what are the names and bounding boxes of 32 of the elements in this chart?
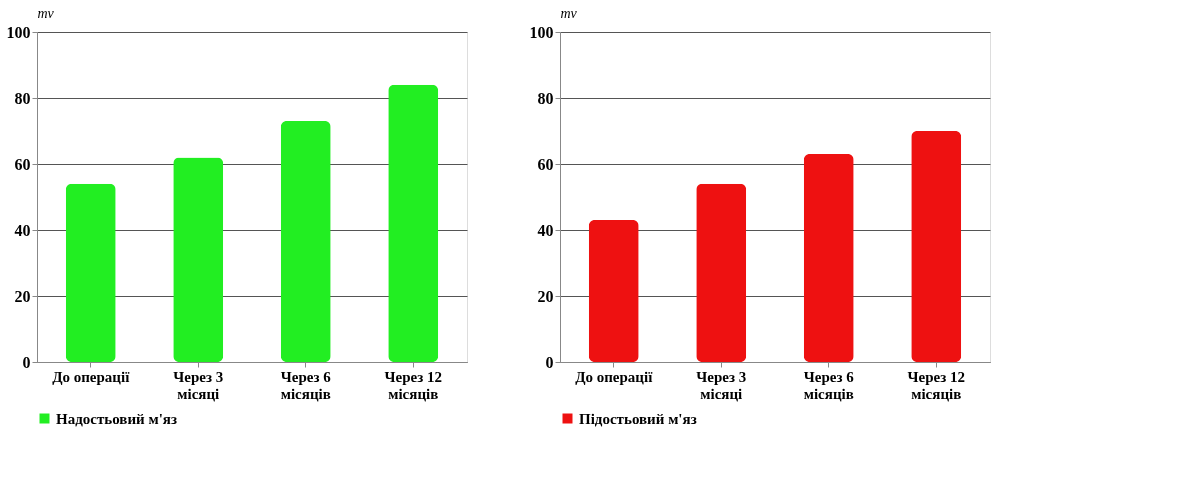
y-axis-title: mv (37, 5, 55, 21)
x-tick-label: Через 6 місяців (280, 368, 332, 402)
y-tick-label: 40 (14, 221, 31, 239)
y-tick-label: 20 (537, 287, 554, 305)
bar (65, 183, 116, 362)
bar (696, 183, 747, 362)
y-tick-label: 60 (14, 155, 31, 173)
y-tick-label: 0 (545, 353, 554, 371)
y-tick-label: 80 (14, 89, 31, 107)
y-tick-label: 20 (14, 287, 31, 305)
bar (280, 121, 331, 362)
bar (388, 84, 439, 362)
x-tick-label: До операції (575, 368, 654, 385)
legend-label: Підостьовий м'яз (579, 410, 697, 427)
x-tick-label: Через 12 місяців (384, 368, 442, 402)
bar (911, 131, 962, 362)
y-tick-label: 0 (22, 353, 31, 371)
bar (803, 154, 854, 362)
y-tick-label: 40 (537, 221, 554, 239)
x-tick-label: Через 3 місяці (696, 368, 747, 402)
x-tick-label: Через 6 місяців (803, 368, 855, 402)
y-tick-label: 100 (6, 23, 31, 41)
legend-label: Надостьовий м'яз (56, 410, 178, 427)
y-tick-label: 60 (537, 155, 554, 173)
bar (173, 157, 224, 362)
x-tick-label: Через 3 місяці (173, 368, 224, 402)
y-tick-label: 100 (529, 23, 554, 41)
y-axis-title: mv (560, 5, 578, 21)
x-tick-label: Через 12 місяців (907, 368, 965, 402)
bar (588, 220, 639, 362)
y-tick-label: 80 (537, 89, 554, 107)
x-tick-label: До операції (52, 368, 131, 385)
